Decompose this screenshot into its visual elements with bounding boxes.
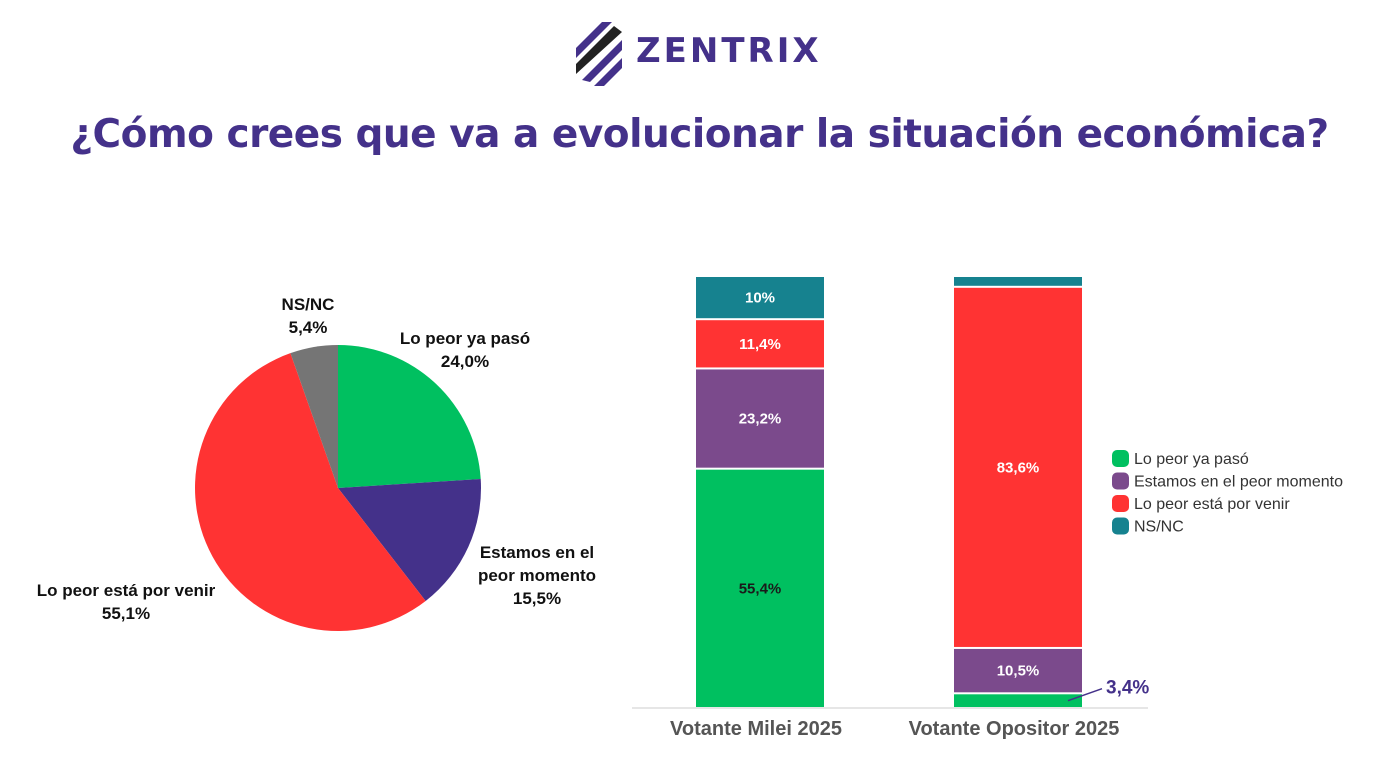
legend-swatch (1112, 472, 1129, 490)
pie-slice (195, 353, 426, 631)
pie-slice (290, 345, 338, 488)
pie-slice (338, 345, 481, 488)
pie-slice-value: 24,0% (441, 352, 489, 371)
bar-segment (954, 287, 1082, 647)
zentrix-logo-icon (576, 22, 622, 86)
bar-value-label: 83,6% (997, 459, 1040, 476)
pie-slice-value: 55,1% (102, 604, 150, 623)
stacked-bar-chart: 55,4% 23,2% 11,4% 10% Votante Milei 2025 3,4%… (632, 277, 1343, 740)
bar-segment (954, 277, 1082, 286)
bar-segment (696, 369, 824, 468)
bar-value-label: 55,4% (739, 580, 782, 597)
pie-slice-label: Lo peor está por venir (37, 581, 216, 600)
bar-value-label: 11,4% (739, 336, 781, 353)
legend-label: Estamos en el peor momento (1134, 474, 1343, 491)
legend-swatch (1112, 517, 1129, 535)
pie-slice-value: 5,4% (289, 318, 328, 337)
pie-chart: Lo peor ya pasó 24,0% Estamos en el peor mo… (37, 295, 596, 631)
category-label: Votante Milei 2025 (670, 718, 842, 740)
bar-value-label: 10% (745, 290, 775, 307)
page-title: ¿Cómo crees que va a evolucionar la situ… (70, 112, 1329, 157)
bar-value-label: 23,2% (739, 411, 782, 428)
legend-swatch (1112, 450, 1129, 467)
pie-slice-value: 15,5% (513, 589, 561, 608)
header: ZENTRIX ¿Cómo crees que va a evolucionar… (0, 0, 1399, 190)
pie-slice (338, 479, 482, 601)
legend-label: Lo peor está por venir (1134, 496, 1290, 513)
bar-segment (696, 320, 824, 368)
legend-label: NS/NC (1134, 519, 1184, 536)
category-label: Votante Opositor 2025 (909, 718, 1120, 740)
bar-segment (696, 469, 824, 707)
legend-swatch (1112, 495, 1129, 512)
bar-value-label: 10,5% (997, 663, 1040, 680)
bar-segment (954, 694, 1082, 707)
bar-segment (954, 648, 1082, 693)
bar-value-callout: 3,4% (1106, 678, 1149, 699)
brand-logo: ZENTRIX (572, 18, 844, 90)
pie-slice-label: Estamos en el peor momento (478, 543, 596, 585)
bar-segment (696, 277, 824, 319)
legend-label: Lo peor ya pasó (1134, 451, 1249, 468)
pie-slice-label: Lo peor ya pasó (400, 329, 530, 348)
callout-line (1067, 687, 1103, 702)
pie-slice-label: NS/NC (282, 295, 335, 314)
brand-name: ZENTRIX (636, 31, 822, 71)
